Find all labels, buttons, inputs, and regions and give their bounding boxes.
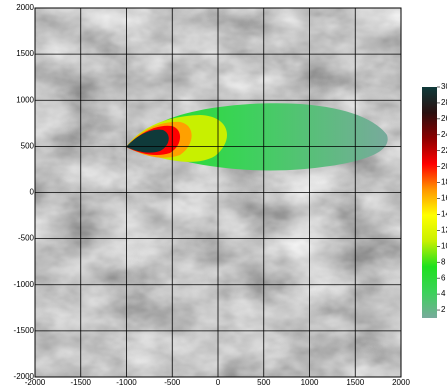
x-tick-label: 2000 <box>392 378 410 387</box>
colorbar-tick-label: 28 <box>441 98 447 107</box>
y-tick-label: 500 <box>21 141 35 150</box>
x-tick-label: 0 <box>216 378 221 387</box>
colorbar-tick-label: 18 <box>441 178 447 187</box>
y-tick-label: -1500 <box>14 326 35 335</box>
y-tick-label: 2000 <box>16 3 34 12</box>
colorbar-tick-label: 16 <box>441 194 447 203</box>
colorbar-tick-label: 14 <box>441 210 447 219</box>
colorbar-tick-label: 6 <box>441 273 446 282</box>
colorbar-tick-label: 8 <box>441 257 446 266</box>
x-tick-label: -500 <box>164 378 181 387</box>
x-tick-label: 1500 <box>346 378 364 387</box>
chart: -2000-1500-1000-5000500100015002000-2000… <box>0 0 447 387</box>
colorbar-tick-label: 30 <box>441 82 447 91</box>
colorbar <box>422 87 437 318</box>
colorbar-tick-label: 10 <box>441 241 447 250</box>
x-tick-label: -1500 <box>71 378 92 387</box>
y-tick-label: -1000 <box>14 280 35 289</box>
y-tick-label: -500 <box>18 234 35 243</box>
colorbar-tick-label: 2 <box>441 305 446 314</box>
x-tick-label: 1000 <box>301 378 319 387</box>
x-tick-label: 500 <box>257 378 271 387</box>
colorbar-tick-label: 12 <box>441 225 447 234</box>
x-tick-label: -1000 <box>116 378 137 387</box>
colorbar-tick-label: 22 <box>441 146 447 155</box>
y-tick-label: 0 <box>30 188 35 197</box>
y-tick-label: 1000 <box>16 95 34 104</box>
colorbar-tick-label: 24 <box>441 130 447 139</box>
colorbar-tick-label: 26 <box>441 114 447 123</box>
colorbar-tick-label: 20 <box>441 162 447 171</box>
y-tick-label: 1500 <box>16 49 34 58</box>
colorbar-tick-label: 4 <box>441 289 446 298</box>
y-tick-label: -2000 <box>14 372 35 381</box>
